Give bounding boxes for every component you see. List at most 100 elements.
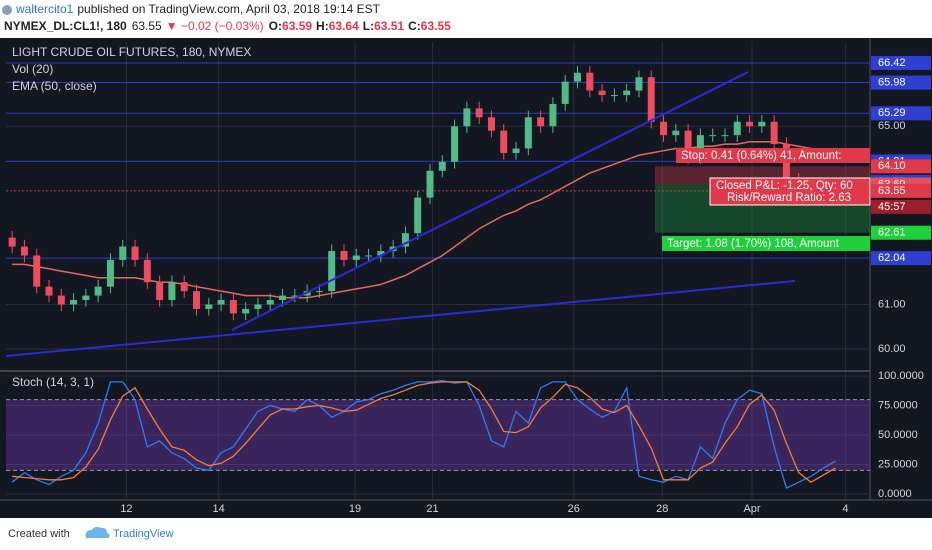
y-tick-label: 0.0000 bbox=[878, 488, 912, 500]
candle-body bbox=[635, 77, 643, 91]
ohlc-label: C: bbox=[408, 19, 421, 33]
avatar bbox=[2, 5, 12, 15]
candle-body bbox=[512, 148, 520, 153]
axes: 60.00 61.00 65.00 100.0000 75.0000 50.0000 25.… bbox=[120, 55, 931, 515]
price-change: ▼ −0.02 (−0.03%) bbox=[166, 19, 264, 33]
candle-body bbox=[487, 117, 495, 131]
candle-body bbox=[242, 308, 250, 314]
last-price: 63.55 bbox=[132, 19, 162, 33]
price-label-box bbox=[871, 75, 931, 90]
candle-body bbox=[696, 135, 704, 158]
candle-body bbox=[684, 130, 692, 158]
ratio-label: Risk/Reward Ratio: 2.63 bbox=[727, 192, 851, 204]
candle-body bbox=[217, 300, 225, 305]
candle-body bbox=[721, 135, 729, 137]
x-tick-label: 28 bbox=[656, 503, 668, 515]
candle-body bbox=[537, 117, 545, 127]
candle-body bbox=[20, 246, 28, 256]
price-pane bbox=[6, 62, 870, 321]
candle-body bbox=[647, 77, 655, 122]
y-tick-label: 50.0000 bbox=[878, 429, 918, 441]
y-tick-label: 65.00 bbox=[878, 120, 906, 132]
ohlc-label: L: bbox=[363, 19, 374, 33]
candle-body bbox=[82, 295, 90, 301]
price-label: 62.61 bbox=[878, 227, 906, 239]
x-tick-label: 4 bbox=[842, 503, 848, 515]
countdown-box bbox=[871, 199, 931, 214]
grid bbox=[6, 42, 870, 500]
candle-body bbox=[365, 255, 373, 257]
price-label: 65.98 bbox=[878, 76, 906, 88]
candle-body bbox=[143, 259, 151, 283]
candle-body bbox=[131, 246, 139, 260]
candle-body bbox=[168, 282, 176, 301]
ohlc-value: 63.51 bbox=[374, 19, 404, 33]
price-label-box bbox=[871, 183, 931, 198]
candle-body bbox=[156, 282, 164, 301]
brand-logo[interactable] bbox=[85, 526, 110, 538]
price-label-box bbox=[871, 55, 931, 70]
x-tick-label: 14 bbox=[212, 503, 224, 515]
price-label: 66.42 bbox=[878, 57, 906, 69]
candle-body bbox=[352, 255, 360, 260]
x-tick-label: Apr bbox=[743, 503, 760, 515]
x-tick-label: 12 bbox=[120, 503, 132, 515]
pnl-label: Closed P&L: -1.25, Qty: 60 bbox=[716, 180, 853, 192]
candle-body bbox=[598, 90, 606, 96]
candle-body bbox=[672, 130, 680, 136]
candle-body bbox=[586, 72, 594, 91]
indicator-label: EMA (50, close) bbox=[12, 79, 97, 93]
price-label-box bbox=[871, 225, 931, 240]
trend-lines bbox=[6, 71, 796, 357]
candle-body bbox=[573, 72, 581, 82]
x-tick-label: 19 bbox=[349, 503, 361, 515]
ohlc-value: 63.55 bbox=[421, 19, 451, 33]
candle-body bbox=[524, 117, 532, 149]
ohlc-label: O: bbox=[269, 19, 282, 33]
candle-body bbox=[414, 197, 422, 234]
candle-body bbox=[623, 90, 631, 96]
candle-body bbox=[94, 286, 102, 296]
ohlc-label: H: bbox=[316, 19, 329, 33]
candle-body bbox=[758, 121, 766, 127]
candle-body bbox=[106, 259, 114, 287]
y-tick-label: 100.0000 bbox=[878, 370, 924, 382]
price-label-box bbox=[871, 106, 931, 121]
candle-body bbox=[291, 295, 299, 297]
stop-label: Stop: 0.41 (0.64%) 41, Amount: bbox=[681, 150, 841, 162]
candle-body bbox=[500, 130, 508, 153]
stoch-pane bbox=[6, 380, 870, 490]
candle-body bbox=[119, 246, 127, 260]
trend-line[interactable] bbox=[231, 71, 749, 331]
price-label: 62.04 bbox=[878, 252, 906, 264]
pnl-box bbox=[709, 177, 871, 206]
candle-body bbox=[660, 121, 668, 136]
candle-body bbox=[180, 282, 188, 292]
ohlc-value: 63.64 bbox=[329, 19, 359, 33]
candle-body bbox=[770, 121, 778, 145]
published: published on TradingView.com, April 03, … bbox=[77, 2, 380, 16]
author[interactable]: waltercito1 bbox=[15, 2, 74, 16]
target-box bbox=[662, 236, 870, 251]
stoch-line bbox=[12, 381, 836, 483]
candle-body bbox=[549, 103, 557, 127]
stop-box bbox=[676, 148, 870, 163]
ohlc-value: 63.59 bbox=[282, 19, 312, 33]
candle-body bbox=[426, 170, 434, 198]
candle-body bbox=[451, 126, 459, 162]
candle-body bbox=[561, 81, 569, 104]
y-tick-label: 60.00 bbox=[878, 343, 906, 355]
candle-body bbox=[401, 233, 409, 247]
candle-body bbox=[33, 255, 41, 287]
trend-line[interactable] bbox=[6, 280, 796, 357]
footer-brand[interactable]: TradingView bbox=[113, 528, 174, 540]
candle-body bbox=[328, 251, 336, 292]
price-label: 63.55 bbox=[878, 185, 906, 197]
candle-body bbox=[377, 251, 385, 256]
header-line-2: NYMEX_DL:CL1!, 180 63.55 ▼ −0.02 (−0.03%) O… bbox=[4, 19, 451, 33]
candle-body bbox=[229, 300, 237, 314]
x-tick-label: 26 bbox=[568, 503, 580, 515]
stoch-line bbox=[11, 380, 836, 490]
stoch-title: Stoch (14, 3, 1) bbox=[12, 375, 94, 389]
